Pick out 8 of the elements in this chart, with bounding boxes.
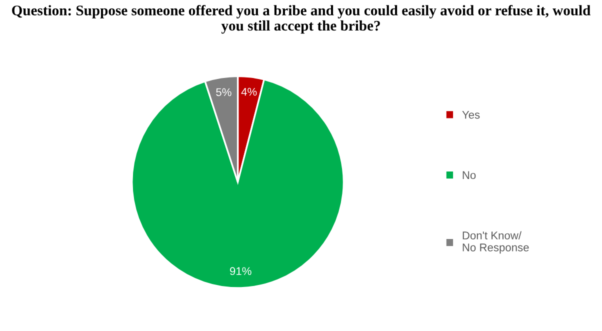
data-label: 4% xyxy=(241,88,257,96)
legend-label: Don't Know/ No Response xyxy=(462,231,529,254)
data-label: 91% xyxy=(230,267,252,276)
data-label: 5% xyxy=(216,88,232,96)
pie-slice xyxy=(131,78,345,289)
legend-label: No xyxy=(462,171,476,180)
chart-title: Question: Suppose someone offered you a bribe and you could easily avoid or refuse it, would you still accept the bribe? xyxy=(12,4,591,34)
legend-label: Yes xyxy=(462,110,480,119)
